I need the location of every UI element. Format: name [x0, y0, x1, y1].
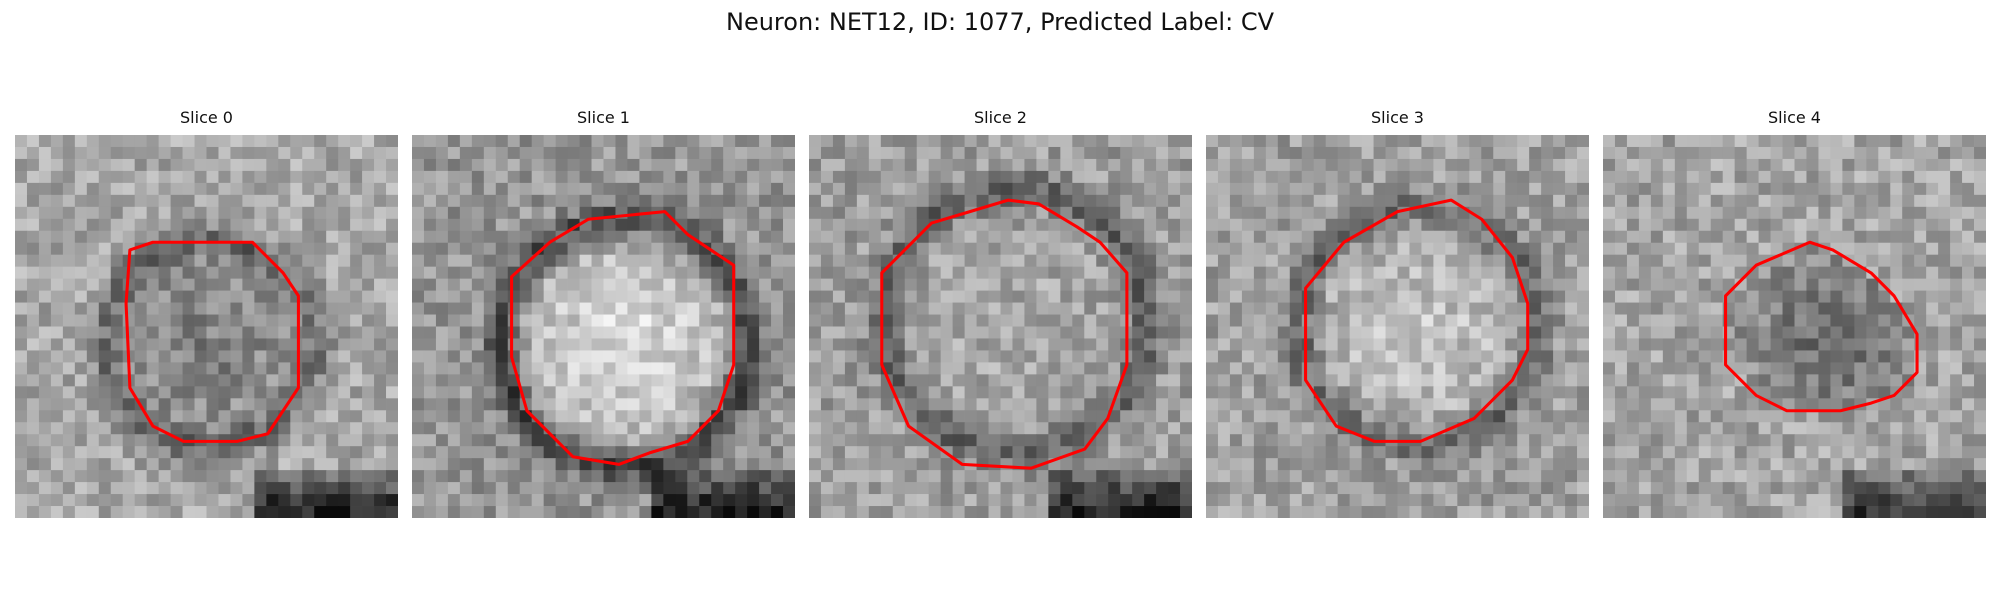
slice-image-3: [1206, 135, 1589, 518]
segmentation-contour: [510, 210, 736, 466]
slice-panel-0: Slice 0: [15, 108, 398, 518]
slice-panel-1: Slice 1: [412, 108, 795, 518]
pixel-grid: [1206, 135, 1589, 518]
segmentation-contour: [1724, 240, 1919, 413]
slice-image-1: [412, 135, 795, 518]
slice-image-0: [15, 135, 398, 518]
slice-title-0: Slice 0: [180, 108, 233, 127]
slice-image-4: [1603, 135, 1986, 518]
slice-title-2: Slice 2: [974, 108, 1027, 127]
slice-title-4: Slice 4: [1768, 108, 1821, 127]
pixel-grid: [809, 135, 1192, 518]
segmentation-contour: [124, 240, 300, 443]
segmentation-contour: [1304, 198, 1530, 443]
slice-panel-4: Slice 4: [1603, 108, 1986, 518]
pixel-grid: [1603, 135, 1986, 518]
figure-title: Neuron: NET12, ID: 1077, Predicted Label…: [726, 8, 1274, 36]
slice-title-3: Slice 3: [1371, 108, 1424, 127]
pixel-grid: [15, 135, 398, 518]
segmentation-contour: [880, 198, 1129, 470]
slice-image-2: [809, 135, 1192, 518]
slice-title-1: Slice 1: [577, 108, 630, 127]
slice-panel-2: Slice 2: [809, 108, 1192, 518]
slice-panel-3: Slice 3: [1206, 108, 1589, 518]
